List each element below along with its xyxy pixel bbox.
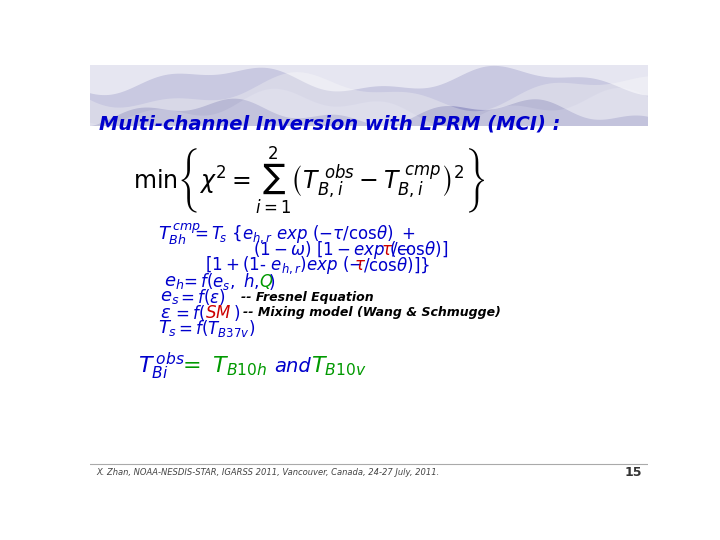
Text: $=\ \mathit{T}_{\mathit{B10h}}$: $=\ \mathit{T}_{\mathit{B10h}}$ (179, 355, 268, 379)
Text: $=\mathit{f}(\mathit{e}_{s},\ \mathit{h},\ $: $=\mathit{f}(\mathit{e}_{s},\ \mathit{h}… (180, 272, 260, 293)
Text: $/\mathrm{cos}\theta)]\}$: $/\mathrm{cos}\theta)]\}$ (363, 255, 430, 275)
Polygon shape (90, 65, 648, 126)
Text: 15: 15 (624, 465, 642, 478)
Text: $\tau$: $\tau$ (354, 256, 366, 274)
Text: $\mathit{Q}$: $\mathit{Q}$ (259, 273, 274, 292)
Text: $\mathit{SM}$: $\mathit{SM}$ (204, 303, 231, 322)
Polygon shape (90, 65, 648, 126)
Text: -- Fresnel Equation: -- Fresnel Equation (241, 291, 374, 304)
Text: $/\mathrm{cos}\theta)]$: $/\mathrm{cos}\theta)]$ (391, 240, 448, 259)
Text: $[1+(1\text{-}\ \mathit{e}_{h,r})\mathit{exp}\ (-$: $[1+(1\text{-}\ \mathit{e}_{h,r})\mathit… (204, 254, 363, 276)
Text: $=\mathit{f}(\varepsilon)$: $=\mathit{f}(\varepsilon)$ (177, 287, 225, 307)
Text: and: and (274, 357, 311, 376)
Text: -- Mixing model (Wang & Schmugge): -- Mixing model (Wang & Schmugge) (243, 306, 501, 319)
Text: $)$: $)$ (233, 303, 240, 323)
Text: $\mathit{T}_{\mathit{B10v}}$: $\mathit{T}_{\mathit{B10v}}$ (311, 355, 366, 379)
Text: $(1-\omega)\ [1-\mathit{exp}\ (-$: $(1-\omega)\ [1-\mathit{exp}\ (-$ (253, 239, 410, 261)
Polygon shape (90, 65, 648, 111)
Text: $\mathit{e}_{h}$: $\mathit{e}_{h}$ (163, 273, 184, 291)
Text: Multi-channel Inversion with LPRM (MCI) :: Multi-channel Inversion with LPRM (MCI) … (99, 114, 561, 133)
Polygon shape (90, 65, 648, 126)
Text: $\mathit{T}_{s}$: $\mathit{T}_{s}$ (158, 318, 178, 338)
Text: $\varepsilon$: $\varepsilon$ (160, 303, 171, 322)
Text: $\mathit{T}_{\mathit{Bi}}^{\,obs}$: $\mathit{T}_{\mathit{Bi}}^{\,obs}$ (138, 351, 185, 382)
Text: $= \mathit{T}_{\!s}\ \{\mathit{e}_{h,r}\ \mathit{exp}\ (-\tau/\mathrm{cos}\theta: $= \mathit{T}_{\!s}\ \{\mathit{e}_{h,r}\… (191, 224, 415, 245)
Text: $\mathrm{min}\left\{\chi^{2}=\sum_{i=1}^{2}\left(T_{B,i}^{\ obs}-T_{B,i}^{\ cmp}: $\mathrm{min}\left\{\chi^{2}=\sum_{i=1}^… (132, 145, 485, 216)
Text: $\mathit{T}_{\mathit{Bh}}^{\,\mathit{cmp}}$: $\mathit{T}_{\mathit{Bh}}^{\,\mathit{cmp… (158, 221, 201, 247)
Text: $)$: $)$ (269, 272, 275, 292)
Text: $=\mathit{f}(\mathit{T}_{B37v})$: $=\mathit{f}(\mathit{T}_{B37v})$ (175, 318, 256, 339)
Text: $=\mathit{f}($: $=\mathit{f}($ (172, 303, 205, 323)
Text: $\tau$: $\tau$ (382, 241, 393, 259)
Text: X. Zhan, NOAA-NESDIS-STAR, IGARSS 2011, Vancouver, Canada, 24-27 July, 2011.: X. Zhan, NOAA-NESDIS-STAR, IGARSS 2011, … (96, 468, 439, 477)
Text: $\mathit{e}_{s}$: $\mathit{e}_{s}$ (160, 288, 179, 306)
Polygon shape (90, 65, 648, 96)
